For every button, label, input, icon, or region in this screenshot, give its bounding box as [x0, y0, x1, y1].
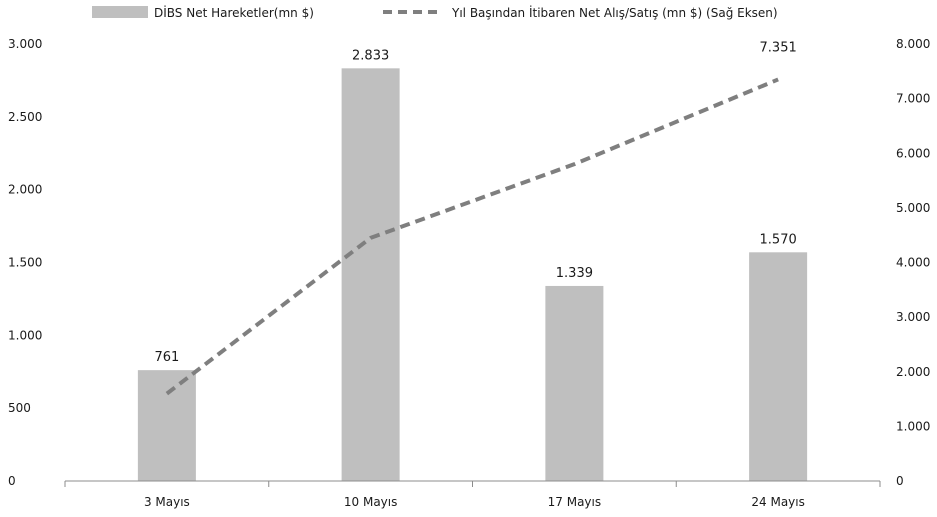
legend-bar-swatch: [92, 6, 148, 18]
legend-bar-label: DİBS Net Hareketler(mn $): [154, 5, 314, 20]
right-tick-label: 4.000: [896, 256, 930, 270]
right-tick-label: 0: [896, 474, 904, 488]
right-tick-label: 7.000: [896, 92, 930, 106]
right-tick-label: 3.000: [896, 310, 930, 324]
line-data-label: 7.351: [760, 40, 797, 55]
right-tick-label: 5.000: [896, 201, 930, 215]
left-tick-label: 1.500: [8, 256, 42, 270]
legend: DİBS Net Hareketler(mn $) Yıl Başından İt…: [92, 5, 778, 20]
category-label: 17 Mayıs: [548, 495, 601, 509]
category-label: 10 Mayıs: [344, 495, 397, 509]
category-label: 3 Mayıs: [144, 495, 190, 509]
category-label: 24 Mayıs: [751, 495, 804, 509]
left-tick-label: 2.000: [8, 183, 42, 197]
series-line: [165, 77, 779, 396]
left-tick-label: 0: [8, 474, 16, 488]
x-axis: 3 Mayıs 10 Mayıs 17 Mayıs 24 Mayıs: [64, 480, 881, 509]
bar-data-label: 2.833: [352, 48, 389, 63]
right-y-axis: 0 1.000 2.000 3.000 4.000 5.000 6.000 7.000 8.00…: [896, 37, 930, 488]
right-tick-label: 2.000: [896, 365, 930, 379]
left-tick-label: 3.000: [8, 37, 42, 51]
bar: [137, 370, 196, 481]
legend-line-label: Yıl Başından İtibaren Net Alış/Satış (mn…: [451, 5, 778, 20]
left-tick-label: 2.500: [8, 110, 42, 124]
line-series: 7.351: [165, 40, 797, 396]
bar: [545, 285, 604, 481]
bar: [341, 68, 400, 482]
bar-data-label: 761: [154, 350, 179, 365]
left-y-axis: 0 500 1.000 1.500 2.000 2.500 3.000: [8, 37, 42, 488]
right-tick-label: 1.000: [896, 419, 930, 433]
bar-data-label: 1.570: [760, 232, 797, 247]
bar-data-label: 1.339: [556, 266, 593, 281]
bar-series: 761 2.833 1.339 1.570: [137, 48, 808, 482]
left-tick-label: 500: [8, 401, 31, 415]
bar: [749, 252, 808, 481]
right-tick-label: 6.000: [896, 146, 930, 160]
left-tick-label: 1.000: [8, 328, 42, 342]
right-tick-label: 8.000: [896, 37, 930, 51]
